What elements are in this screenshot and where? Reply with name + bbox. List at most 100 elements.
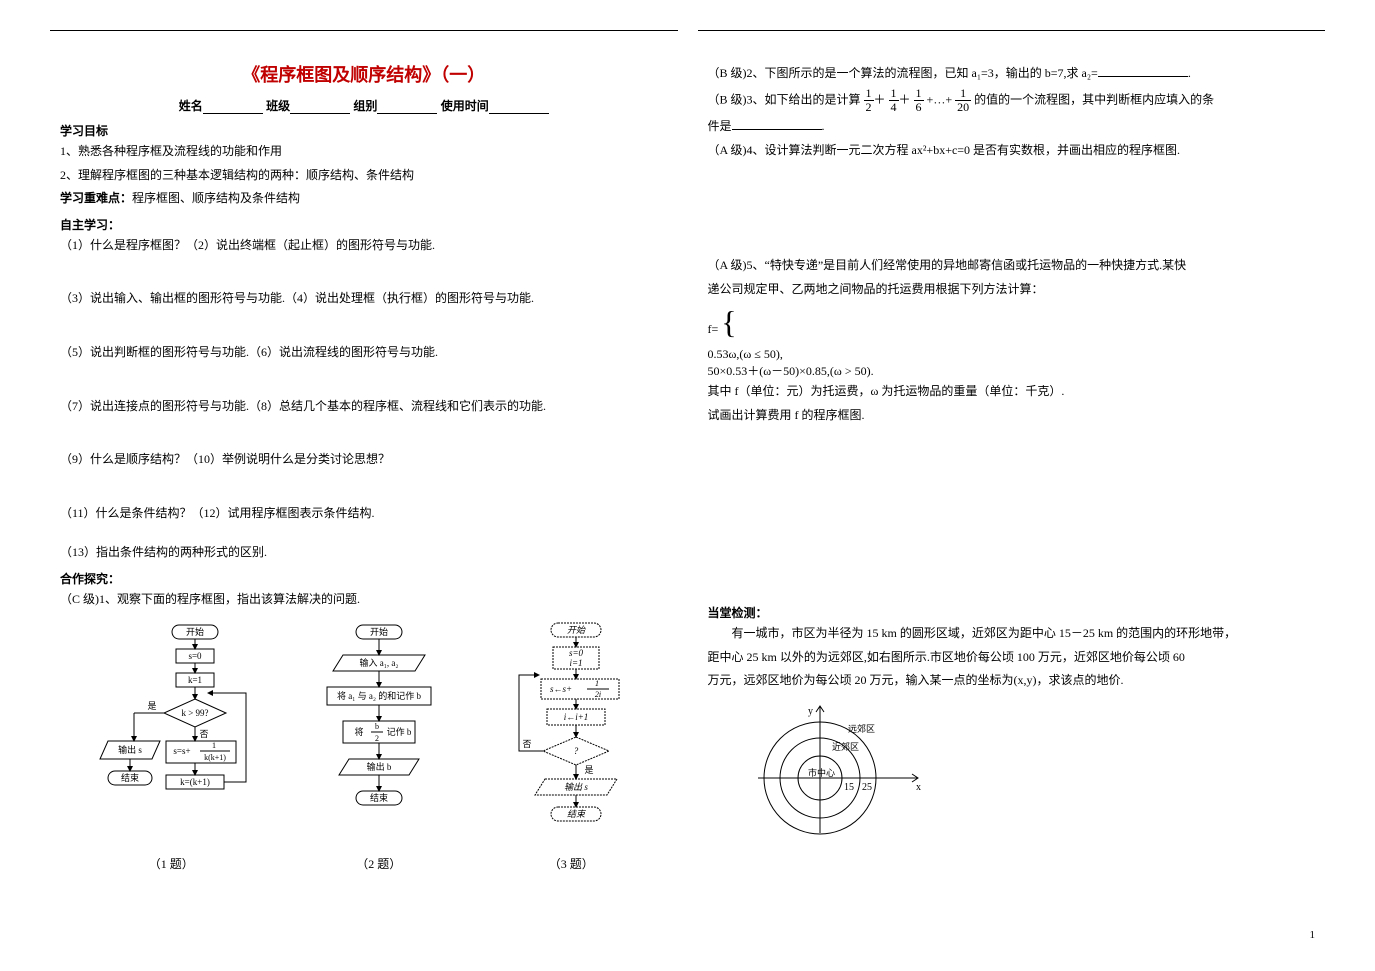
class-label: 班级	[266, 99, 290, 113]
svg-text:结束: 结束	[567, 809, 586, 819]
svg-text:输出 s: 输出 s	[118, 744, 142, 755]
svg-text:否: 否	[200, 729, 209, 739]
flow2-label: （2 题）	[309, 855, 449, 872]
svg-text:k > 99?: k > 99?	[182, 708, 209, 718]
case-2: 50×0.53＋(ω－50)×0.85,(ω > 50).	[708, 362, 1316, 379]
b3-pre: （B 级)3、如下给出的是计算	[708, 92, 861, 106]
case-1: 0.53ω,(ω ≤ 50),	[708, 347, 1316, 362]
right-column: （B 级)2、下图所示的是一个算法的流程图，已知 a₁=3，输出的 b=7,求 …	[698, 30, 1326, 872]
flowcharts-row: 开始 s=0 k=1 k > 99? 是 否 s=s+ 1 k(k+1) k=(…	[60, 621, 668, 872]
frac-1-2: 12	[864, 87, 874, 114]
svg-text:s=0: s=0	[189, 651, 203, 661]
c1: （C 级)1、观察下面的程序框图，指出该算法解决的问题.	[60, 589, 668, 611]
svg-text:结束: 结束	[121, 772, 139, 783]
svg-text:s=0: s=0	[569, 648, 584, 658]
svg-text:开始: 开始	[186, 626, 204, 637]
svg-text:市中心: 市中心	[808, 767, 835, 778]
blank-name	[203, 100, 263, 114]
doc-title: 《程序框图及顺序结构》（一）	[60, 61, 668, 87]
svg-text:?: ?	[574, 746, 579, 756]
goals-heading: 学习目标	[60, 122, 668, 139]
svg-text:将 a₁ 与 a₂ 的和记作 b: 将 a₁ 与 a₂ 的和记作 b	[337, 690, 422, 701]
b2-pre: （B 级)2、下图所示的是一个算法的流程图，已知 a₁=3，输出的 b=7,求 …	[708, 66, 1098, 80]
svg-text:否: 否	[523, 739, 532, 749]
svg-text:开始: 开始	[370, 626, 388, 637]
test-heading: 当堂检测：	[708, 604, 1316, 621]
blank-class	[290, 100, 350, 114]
b3-mid: 的值的一个流程图，其中判断框内应填入的条	[974, 92, 1214, 106]
svg-text:将: 将	[354, 727, 363, 737]
flowchart-3: 开始 s=0 i=1 s←s+ 1 2i i←i+1 ? 否 是 输出 s 结束	[501, 621, 641, 872]
q3-4: （3）说出输入、输出框的图形符号与功能.（4）说出处理框（执行框）的图形符号与功…	[60, 288, 668, 310]
selfstudy-heading: 自主学习：	[60, 216, 668, 233]
svg-text:开始: 开始	[567, 625, 586, 635]
frac-1-4: 14	[889, 87, 899, 114]
q11-12: （11）什么是条件结构？（12）试用程序框图表示条件结构.	[60, 503, 668, 525]
a5-1: （A 级)5、“特快专递”是目前人们经常使用的异地邮寄信函或托运物品的一种快捷方…	[708, 255, 1316, 277]
goal-1: 1、熟悉各种程序框及流程线的功能和作用	[60, 141, 668, 163]
q7-8: （7）说出连接点的图形符号与功能.（8）总结几个基本的程序框、流程线和它们表示的…	[60, 396, 668, 418]
time-label: 使用时间	[441, 99, 489, 113]
q1-2: （1）什么是程序框图？（2）说出终端框（起止框）的图形符号与功能.	[60, 235, 668, 257]
svg-text:i←i+1: i←i+1	[564, 712, 589, 722]
difficulty-text: 程序框图、顺序结构及条件结构	[132, 191, 300, 205]
flowchart-2: 开始 输入 a₁, a₂ 将 a₁ 与 a₂ 的和记作 b 将 b 2 记作 b…	[309, 621, 449, 872]
svg-text:远郊区: 远郊区	[848, 723, 875, 734]
svg-text:记作 b: 记作 b	[386, 726, 411, 737]
difficulty-heading: 学习重难点：	[60, 191, 132, 205]
page-number: 1	[1310, 929, 1316, 941]
b3-line1: （B 级)3、如下给出的是计算 12＋ 14＋ 16 +…+ 120 的值的一个…	[708, 87, 1316, 114]
svg-text:是: 是	[148, 701, 157, 711]
q5-6: （5）说出判断框的图形符号与功能.（6）说出流程线的图形符号与功能.	[60, 342, 668, 364]
svg-text:s←s+: s←s+	[550, 684, 572, 694]
svg-text:输入 a₁, a₂: 输入 a₁, a₂	[359, 657, 398, 668]
test-2: 距中心 25 km 以外的为远郊区,如右图所示.市区地价每公顷 100 万元，近…	[708, 647, 1316, 669]
svg-text:i=1: i=1	[570, 658, 583, 668]
flow1-label: （1 题）	[86, 855, 256, 872]
svg-text:2i: 2i	[595, 690, 601, 699]
b2-blank	[1098, 65, 1188, 77]
a4: （A 级)4、设计算法判断一元二次方程 ax²+bx+c=0 是否有实数根，并画…	[708, 140, 1316, 162]
svg-text:是: 是	[585, 765, 594, 775]
coop-heading: 合作探究：	[60, 570, 668, 587]
flow3-label: （3 题）	[501, 855, 641, 872]
blank-time	[489, 100, 549, 114]
b3-line2: 件是.	[708, 116, 1316, 138]
difficulty-line: 学习重难点：程序框图、顺序结构及条件结构	[60, 188, 668, 210]
blank-group	[377, 100, 437, 114]
f-prefix: f=	[708, 322, 719, 336]
svg-text:25: 25	[862, 782, 872, 793]
brace-icon: {	[721, 306, 736, 338]
a5-4: 试画出计算费用 f 的程序框图.	[708, 405, 1316, 427]
test-1: 有一城市，市区为半径为 15 km 的圆形区域，近郊区为距中心 15－25 km…	[708, 623, 1316, 645]
left-column: 《程序框图及顺序结构》（一） 姓名 班级 组别 使用时间 学习目标 1、熟悉各种…	[50, 30, 678, 872]
q13: （13）指出条件结构的两种形式的区别.	[60, 542, 668, 564]
piecewise: f= {	[708, 306, 1316, 341]
b3-blank	[732, 118, 822, 130]
svg-text:1: 1	[212, 741, 216, 750]
svg-text:输出 s: 输出 s	[564, 782, 588, 792]
test-3: 万元，远郊区地价为每公顷 20 万元，输入某一点的坐标为(x,y)，求该点的地价…	[708, 670, 1316, 692]
a5-3: 其中 f（单位：元）为托运费，ω 为托运物品的重量（单位：千克）.	[708, 381, 1316, 403]
frac-dots: +…+	[927, 92, 953, 106]
svg-text:k=(k+1): k=(k+1)	[180, 777, 210, 787]
concentric-diagram: y x 15 25 市中心 近郊区 远郊区	[748, 698, 1316, 842]
b2-line: （B 级)2、下图所示的是一个算法的流程图，已知 a₁=3，输出的 b=7,求 …	[708, 63, 1316, 85]
svg-text:输出 b: 输出 b	[366, 761, 391, 772]
frac-1-6: 16	[914, 87, 924, 114]
a5-2: 递公司规定甲、乙两地之间物品的托运费用根据下列方法计算：	[708, 279, 1316, 301]
flowchart-1: 开始 s=0 k=1 k > 99? 是 否 s=s+ 1 k(k+1) k=(…	[86, 621, 256, 872]
q9-10: （9）什么是顺序结构？（10）举例说明什么是分类讨论思想？	[60, 449, 668, 471]
group-label: 组别	[353, 99, 377, 113]
svg-text:k(k+1): k(k+1)	[204, 753, 226, 762]
svg-text:15: 15	[844, 782, 854, 793]
svg-text:1: 1	[595, 679, 599, 688]
meta-row: 姓名 班级 组别 使用时间	[60, 97, 668, 114]
svg-text:2: 2	[375, 734, 379, 743]
svg-text:b: b	[375, 722, 379, 731]
b2-post: .	[1188, 66, 1191, 80]
frac-1-20: 120	[955, 87, 971, 114]
b3-post: 件是	[708, 119, 732, 133]
svg-text:y: y	[808, 706, 813, 717]
name-label: 姓名	[179, 99, 203, 113]
